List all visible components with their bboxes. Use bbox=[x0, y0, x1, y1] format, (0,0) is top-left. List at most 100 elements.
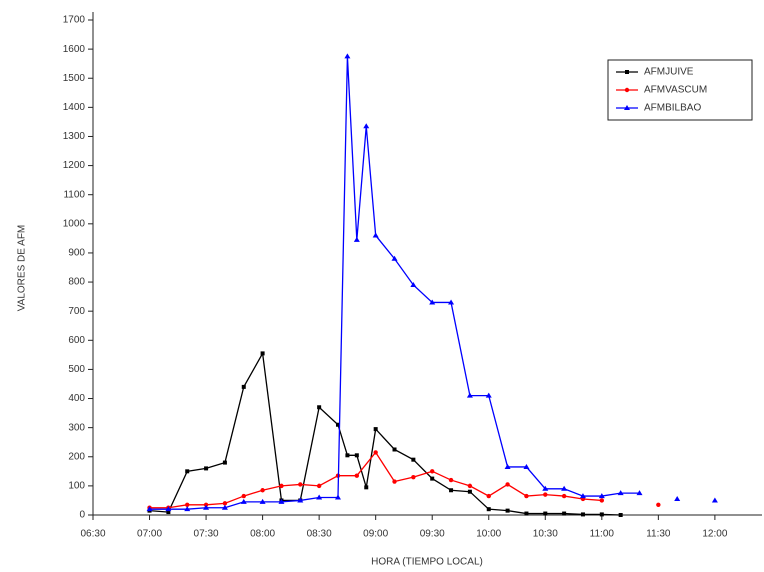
x-tick-label: 09:00 bbox=[363, 529, 388, 540]
marker bbox=[316, 494, 323, 500]
legend-label: AFMVASCUM bbox=[644, 85, 707, 96]
marker bbox=[411, 457, 416, 462]
marker bbox=[259, 498, 266, 504]
marker bbox=[354, 453, 359, 458]
x-tick-label: 08:30 bbox=[307, 529, 332, 540]
y-tick-label: 1500 bbox=[63, 73, 86, 84]
marker bbox=[363, 123, 370, 129]
marker bbox=[364, 485, 369, 490]
x-tick-label: 10:30 bbox=[533, 529, 558, 540]
marker bbox=[298, 482, 303, 487]
marker bbox=[524, 493, 529, 499]
marker bbox=[373, 450, 378, 455]
y-tick-label: 300 bbox=[68, 422, 85, 433]
marker bbox=[505, 482, 510, 487]
marker bbox=[166, 510, 171, 515]
marker bbox=[543, 492, 548, 497]
marker bbox=[316, 483, 322, 489]
marker bbox=[599, 512, 604, 517]
marker bbox=[392, 447, 397, 452]
marker bbox=[221, 504, 228, 510]
marker bbox=[185, 502, 190, 508]
x-tick-label: 08:00 bbox=[250, 529, 275, 540]
marker bbox=[241, 384, 246, 389]
y-tick-label: 1200 bbox=[63, 160, 86, 171]
x-tick-label: 12:00 bbox=[702, 529, 727, 540]
marker bbox=[334, 494, 341, 500]
marker bbox=[411, 474, 416, 480]
legend: AFMJUIVE AFMVASCUM AFMBILBAO bbox=[607, 59, 753, 121]
marker bbox=[561, 485, 568, 491]
marker bbox=[260, 488, 265, 493]
marker bbox=[504, 463, 511, 469]
marker bbox=[373, 427, 378, 432]
y-tick-label: 100 bbox=[68, 481, 85, 492]
y-tick-label: 500 bbox=[68, 364, 85, 375]
marker bbox=[317, 405, 322, 410]
y-tick-label: 400 bbox=[68, 393, 85, 404]
marker bbox=[429, 299, 436, 305]
x-tick-label: 07:00 bbox=[137, 529, 162, 540]
y-axis-label: VALORES DE AFM bbox=[17, 225, 28, 312]
marker bbox=[467, 489, 472, 494]
marker bbox=[580, 512, 585, 517]
marker bbox=[467, 483, 473, 489]
marker bbox=[624, 87, 630, 93]
y-tick-label: 1100 bbox=[63, 189, 85, 200]
marker bbox=[711, 497, 718, 503]
x-tick-label: 06:30 bbox=[80, 529, 105, 540]
marker bbox=[297, 497, 304, 503]
marker bbox=[543, 511, 548, 516]
marker bbox=[345, 453, 350, 458]
marker bbox=[598, 493, 605, 499]
marker bbox=[625, 70, 629, 74]
marker bbox=[505, 508, 510, 513]
marker bbox=[579, 493, 586, 499]
marker bbox=[448, 299, 455, 305]
marker bbox=[561, 493, 567, 499]
marker bbox=[617, 490, 624, 496]
marker bbox=[354, 473, 360, 478]
marker bbox=[392, 479, 397, 484]
x-tick-label: 09:30 bbox=[420, 529, 445, 540]
marker bbox=[430, 476, 435, 481]
y-tick-label: 1300 bbox=[63, 131, 86, 142]
series-line bbox=[150, 56, 715, 509]
x-tick-label: 10:00 bbox=[476, 529, 501, 540]
marker bbox=[278, 498, 285, 504]
marker bbox=[146, 506, 153, 512]
marker bbox=[656, 502, 661, 508]
x-tick-label: 11:00 bbox=[590, 529, 615, 540]
y-tick-label: 600 bbox=[68, 335, 85, 346]
marker bbox=[524, 511, 529, 516]
marker bbox=[279, 483, 284, 489]
y-tick-label: 200 bbox=[68, 451, 85, 462]
legend-label: AFMJUIVE bbox=[644, 67, 694, 78]
legend-label: AFMBILBAO bbox=[644, 103, 701, 114]
marker bbox=[204, 466, 209, 471]
series-line bbox=[149, 351, 621, 516]
y-tick-label: 1600 bbox=[63, 44, 86, 55]
marker bbox=[372, 232, 379, 238]
marker bbox=[222, 460, 227, 465]
y-tick-label: 1000 bbox=[63, 218, 86, 229]
marker bbox=[448, 477, 454, 483]
y-tick-label: 800 bbox=[68, 277, 85, 288]
marker bbox=[184, 506, 191, 512]
marker bbox=[636, 490, 643, 496]
y-tick-label: 700 bbox=[68, 306, 85, 317]
marker bbox=[185, 469, 190, 474]
marker bbox=[344, 53, 351, 59]
x-tick-label: 11:30 bbox=[646, 529, 671, 540]
marker bbox=[562, 511, 567, 516]
marker bbox=[240, 498, 247, 504]
marker bbox=[410, 281, 417, 287]
marker bbox=[674, 495, 681, 501]
marker bbox=[430, 469, 435, 474]
marker bbox=[542, 485, 549, 491]
marker bbox=[353, 236, 360, 242]
y-tick-label: 0 bbox=[79, 510, 85, 521]
marker bbox=[203, 504, 210, 510]
marker bbox=[391, 255, 398, 261]
marker bbox=[241, 493, 246, 499]
